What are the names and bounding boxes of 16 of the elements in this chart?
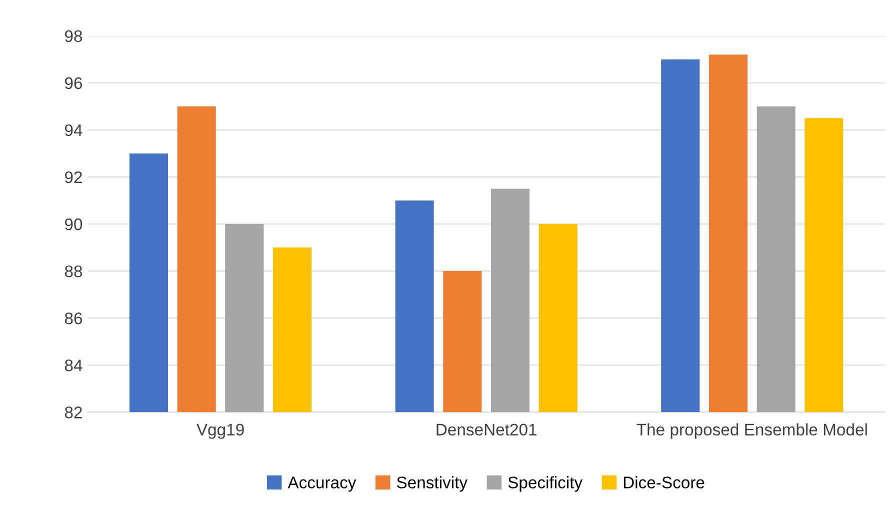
y-tick-label: 94 (64, 124, 82, 136)
y-tick-label: 88 (64, 265, 82, 278)
y-tick-label: 92 (64, 171, 82, 184)
x-tick-label: The proposed Ensemble Model (636, 423, 867, 439)
legend-label: Senstivity (396, 476, 468, 492)
y-tick-label: 98 (64, 30, 82, 42)
y-tick-label: 86 (64, 312, 82, 324)
legend-label: Dice-Score (624, 476, 704, 488)
y-tick-label: 84 (64, 360, 82, 372)
x-tick-label: Vgg19 (196, 424, 244, 439)
x-tick-label: DenseNet201 (436, 424, 536, 436)
legend-label: Accuracy (288, 476, 356, 492)
y-tick-label: 82 (64, 406, 82, 418)
y-tick-label: 90 (64, 218, 82, 230)
y-tick-label: 96 (64, 77, 82, 90)
legend-label: Specificity (508, 476, 583, 492)
